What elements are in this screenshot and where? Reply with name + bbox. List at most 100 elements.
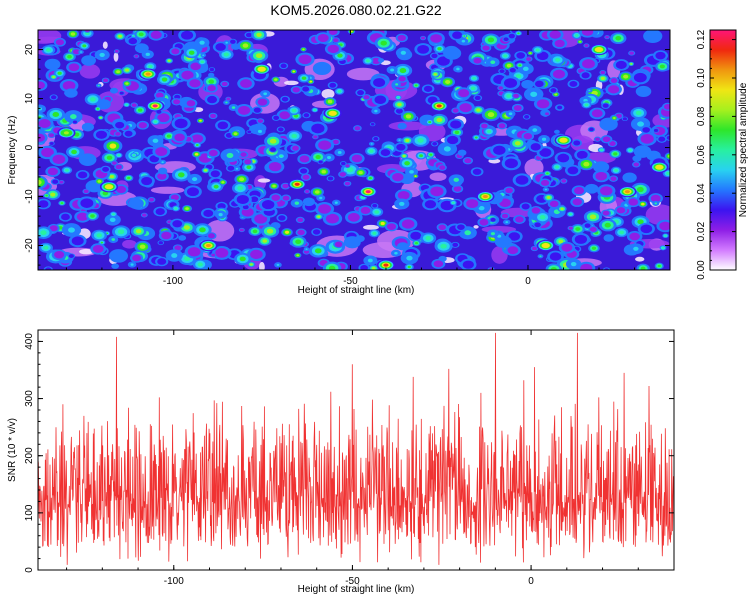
- heatmap-blob: [366, 175, 375, 182]
- heatmap-blob: [571, 185, 587, 196]
- heatmap-blob: [130, 225, 147, 237]
- heatmap-blob: [363, 255, 378, 266]
- heatmap-blob: [153, 206, 168, 217]
- heatmap-blob: [43, 193, 50, 198]
- heatmap-ylabel: Frequency (Hz): [7, 116, 18, 185]
- heatmap-blob: [392, 81, 401, 88]
- heatmap-blob: [252, 106, 263, 114]
- heatmap-blob: [212, 245, 232, 260]
- heatmap-blob: [271, 76, 281, 83]
- heatmap-blob: [297, 153, 312, 165]
- heatmap-blob: [210, 252, 217, 258]
- heatmap-blob: [571, 232, 590, 246]
- heatmap-blob: [395, 33, 408, 43]
- heatmap-blob: [394, 142, 408, 153]
- heatmap-blob: [140, 212, 148, 218]
- heatmap-blob: [384, 221, 399, 232]
- heatmap-blob: [304, 189, 311, 194]
- heatmap-blob: [358, 263, 370, 270]
- heatmap-blob: [538, 135, 550, 144]
- heatmap-blob: [187, 173, 202, 185]
- heatmap-blob: [67, 253, 76, 259]
- heatmap-blob: [371, 107, 381, 115]
- heatmap-blob: [323, 97, 337, 107]
- heatmap-blob: [295, 52, 315, 67]
- heatmap-blob: [308, 121, 328, 136]
- heatmap-blob: [542, 187, 550, 192]
- heatmap-blob: [654, 262, 664, 270]
- heatmap-blob: [196, 118, 205, 124]
- heatmap-blob: [108, 235, 119, 244]
- heatmap-blob: [231, 182, 249, 195]
- heatmap-blob: [61, 223, 82, 237]
- heatmap-blob: [455, 223, 467, 232]
- heatmap-blob: [81, 55, 96, 66]
- heatmap-blob: [122, 80, 132, 87]
- heatmap-blob: [133, 54, 140, 59]
- heatmap-blob: [280, 95, 290, 103]
- heatmap-blob: [276, 214, 288, 222]
- heatmap-blob: [192, 259, 208, 270]
- heatmap-blob: [101, 77, 110, 84]
- heatmap-blob: [370, 76, 388, 89]
- heatmap-blob: [426, 151, 435, 158]
- heatmap-blob: [451, 184, 464, 193]
- heatmap-hotspot: [359, 186, 378, 198]
- heatmap-blob: [603, 234, 614, 242]
- heatmap-blob: [581, 101, 592, 109]
- heatmap-blob: [218, 179, 228, 186]
- heatmap-blob: [469, 74, 480, 82]
- heatmap-blob: [471, 56, 484, 65]
- heatmap-blob: [521, 79, 534, 89]
- heatmap-blob: [614, 227, 629, 238]
- heatmap-hotspot: [199, 239, 218, 252]
- heatmap-valley: [113, 52, 119, 62]
- heatmap-blob: [655, 61, 670, 72]
- heatmap-blob: [290, 69, 298, 74]
- heatmap-blob: [171, 205, 181, 212]
- heatmap-hotspot: [618, 186, 637, 198]
- heatmap-blob: [281, 194, 292, 202]
- heatmap-blob: [225, 96, 232, 101]
- heatmap-blob: [334, 87, 345, 95]
- heatmap-blob: [516, 62, 524, 68]
- heatmap-blob: [156, 74, 173, 85]
- heatmap-blob: [134, 240, 151, 253]
- heatmap-blob: [431, 141, 439, 147]
- heatmap-blob: [370, 207, 384, 217]
- heatmap-blob: [171, 98, 182, 106]
- snr-ytick-label: 300: [24, 390, 35, 407]
- heatmap-blob: [208, 67, 216, 72]
- heatmap-blob: [63, 52, 76, 62]
- heatmap-blob: [500, 212, 510, 220]
- snr-xtick-label: 0: [528, 576, 534, 587]
- heatmap-blob: [490, 143, 509, 157]
- heatmap-blob: [47, 132, 56, 139]
- heatmap-blob: [197, 58, 208, 66]
- heatmap-blob: [449, 200, 457, 206]
- heatmap-blob: [178, 235, 187, 241]
- heatmap-hotspot: [376, 259, 396, 270]
- heatmap-blob: [443, 46, 462, 60]
- heatmap-blob: [565, 258, 582, 270]
- heatmap-blob: [501, 91, 516, 101]
- heatmap-blob: [405, 167, 419, 177]
- heatmap-blob: [583, 210, 603, 224]
- heatmap-blob: [628, 61, 635, 66]
- heatmap-blob: [599, 218, 617, 232]
- heatmap-blob: [49, 94, 58, 101]
- heatmap-blob: [431, 258, 446, 269]
- heatmap-blob: [317, 159, 324, 165]
- heatmap-blob: [314, 213, 324, 220]
- heatmap-blob: [237, 39, 254, 52]
- heatmap-blob: [333, 240, 345, 249]
- heatmap-blob: [127, 261, 137, 268]
- colorbar-tick-label: 0.08: [696, 106, 707, 126]
- heatmap-blob: [566, 211, 575, 217]
- heatmap-blob: [614, 205, 628, 215]
- heatmap-blob: [66, 30, 80, 39]
- heatmap-blob: [429, 52, 439, 60]
- heatmap-ytick-label: 0: [24, 144, 35, 150]
